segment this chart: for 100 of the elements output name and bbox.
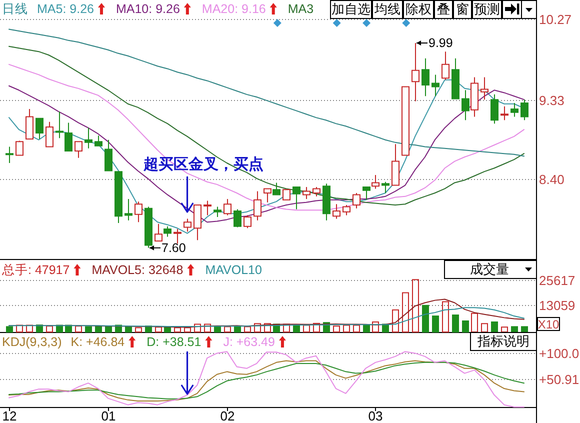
bar bbox=[511, 326, 518, 332]
candlestick bbox=[214, 206, 222, 218]
text: 叠 bbox=[437, 2, 450, 18]
bar bbox=[491, 321, 498, 332]
bar bbox=[85, 326, 92, 332]
bar bbox=[501, 326, 508, 332]
chart-title: 日线 bbox=[2, 2, 28, 16]
candlestick bbox=[470, 76, 478, 118]
candlestick bbox=[154, 223, 162, 242]
bar bbox=[125, 326, 132, 332]
candlestick bbox=[224, 198, 232, 216]
bar bbox=[452, 314, 459, 332]
text: MA10: 9.26 bbox=[116, 2, 180, 16]
candlestick bbox=[510, 102, 518, 118]
y-tick-label: 10.27 bbox=[539, 12, 572, 27]
candlestick bbox=[322, 183, 330, 221]
bar bbox=[174, 327, 181, 332]
text: MA3 bbox=[288, 2, 314, 16]
bar bbox=[353, 324, 360, 332]
candlestick bbox=[332, 204, 340, 220]
candlestick bbox=[490, 94, 498, 124]
text: MAVOL5: 32648 bbox=[92, 263, 184, 277]
candlestick bbox=[264, 188, 272, 203]
text: D: +38.51 bbox=[146, 335, 202, 349]
bar bbox=[264, 323, 271, 332]
line-series bbox=[8, 28, 524, 157]
candlestick bbox=[432, 74, 440, 97]
candlestick bbox=[244, 214, 252, 229]
candlestick bbox=[46, 121, 54, 148]
bar bbox=[432, 316, 439, 332]
x-tick-label: 12 bbox=[2, 408, 17, 423]
bar bbox=[26, 324, 33, 332]
candlestick bbox=[144, 206, 152, 248]
candlestick bbox=[174, 228, 182, 244]
y-tick-label: +100.0 bbox=[539, 346, 580, 361]
bar bbox=[204, 324, 211, 332]
x-tick-label: 03 bbox=[368, 408, 383, 423]
bar bbox=[16, 324, 23, 332]
bar bbox=[442, 301, 449, 332]
bar bbox=[105, 326, 112, 332]
candlestick bbox=[194, 204, 202, 241]
candlestick bbox=[282, 189, 290, 200]
bar bbox=[283, 324, 290, 332]
y-tick-label: 8.40 bbox=[539, 172, 564, 187]
bar bbox=[412, 279, 419, 332]
candlestick bbox=[382, 181, 390, 194]
bar bbox=[422, 304, 429, 332]
candlestick bbox=[292, 186, 300, 210]
candlestick bbox=[94, 135, 102, 146]
x-tick-label: 01 bbox=[101, 408, 116, 423]
candlestick bbox=[164, 226, 172, 238]
candlestick bbox=[114, 171, 122, 224]
text: MA20: 9.16 bbox=[202, 2, 266, 16]
bar bbox=[224, 326, 231, 332]
bar bbox=[293, 324, 300, 332]
candlestick bbox=[342, 204, 350, 216]
bar bbox=[194, 324, 201, 332]
candlestick bbox=[254, 190, 262, 221]
bar bbox=[462, 320, 469, 332]
bar bbox=[214, 326, 221, 332]
candlestick bbox=[104, 139, 112, 172]
candlestick bbox=[16, 140, 24, 156]
candlestick bbox=[234, 208, 242, 228]
candlestick bbox=[352, 192, 360, 209]
text: MA5: 9.26 bbox=[37, 2, 94, 16]
candlestick bbox=[26, 108, 34, 140]
text: 窗 bbox=[456, 2, 469, 18]
x-tick-label: 02 bbox=[220, 408, 235, 423]
bar bbox=[521, 326, 528, 332]
series-label: J: +63.49 bbox=[223, 335, 276, 349]
text: MAVOL10 bbox=[205, 263, 262, 277]
candlestick bbox=[500, 106, 508, 121]
y-tick-label: 25617 bbox=[539, 273, 576, 288]
text: K: +46.84 bbox=[70, 335, 125, 349]
candlestick bbox=[480, 76, 488, 100]
bar bbox=[135, 327, 142, 332]
bar bbox=[75, 326, 82, 332]
bar bbox=[46, 326, 53, 332]
bar bbox=[184, 327, 191, 332]
y-tick-label: +50.91 bbox=[539, 372, 580, 387]
candlestick bbox=[402, 86, 410, 156]
candlestick bbox=[312, 186, 320, 197]
candlestick bbox=[462, 90, 470, 121]
candlestick bbox=[36, 118, 44, 140]
bar bbox=[313, 322, 320, 332]
annotation: 7.60 bbox=[162, 240, 186, 255]
candlestick bbox=[184, 218, 192, 232]
candlestick bbox=[520, 99, 528, 121]
candlestick bbox=[372, 174, 380, 190]
bar bbox=[244, 326, 251, 332]
bar bbox=[372, 321, 379, 332]
annotation: 指标说明 bbox=[476, 334, 530, 350]
candlestick bbox=[412, 42, 420, 102]
bar bbox=[481, 323, 488, 332]
bar bbox=[234, 326, 241, 332]
y-tick-label: 13059 bbox=[539, 298, 576, 313]
bar bbox=[392, 309, 399, 332]
candlestick bbox=[6, 146, 14, 164]
candlestick bbox=[442, 51, 450, 80]
annotation: 超买区金叉，买点 bbox=[142, 156, 264, 173]
